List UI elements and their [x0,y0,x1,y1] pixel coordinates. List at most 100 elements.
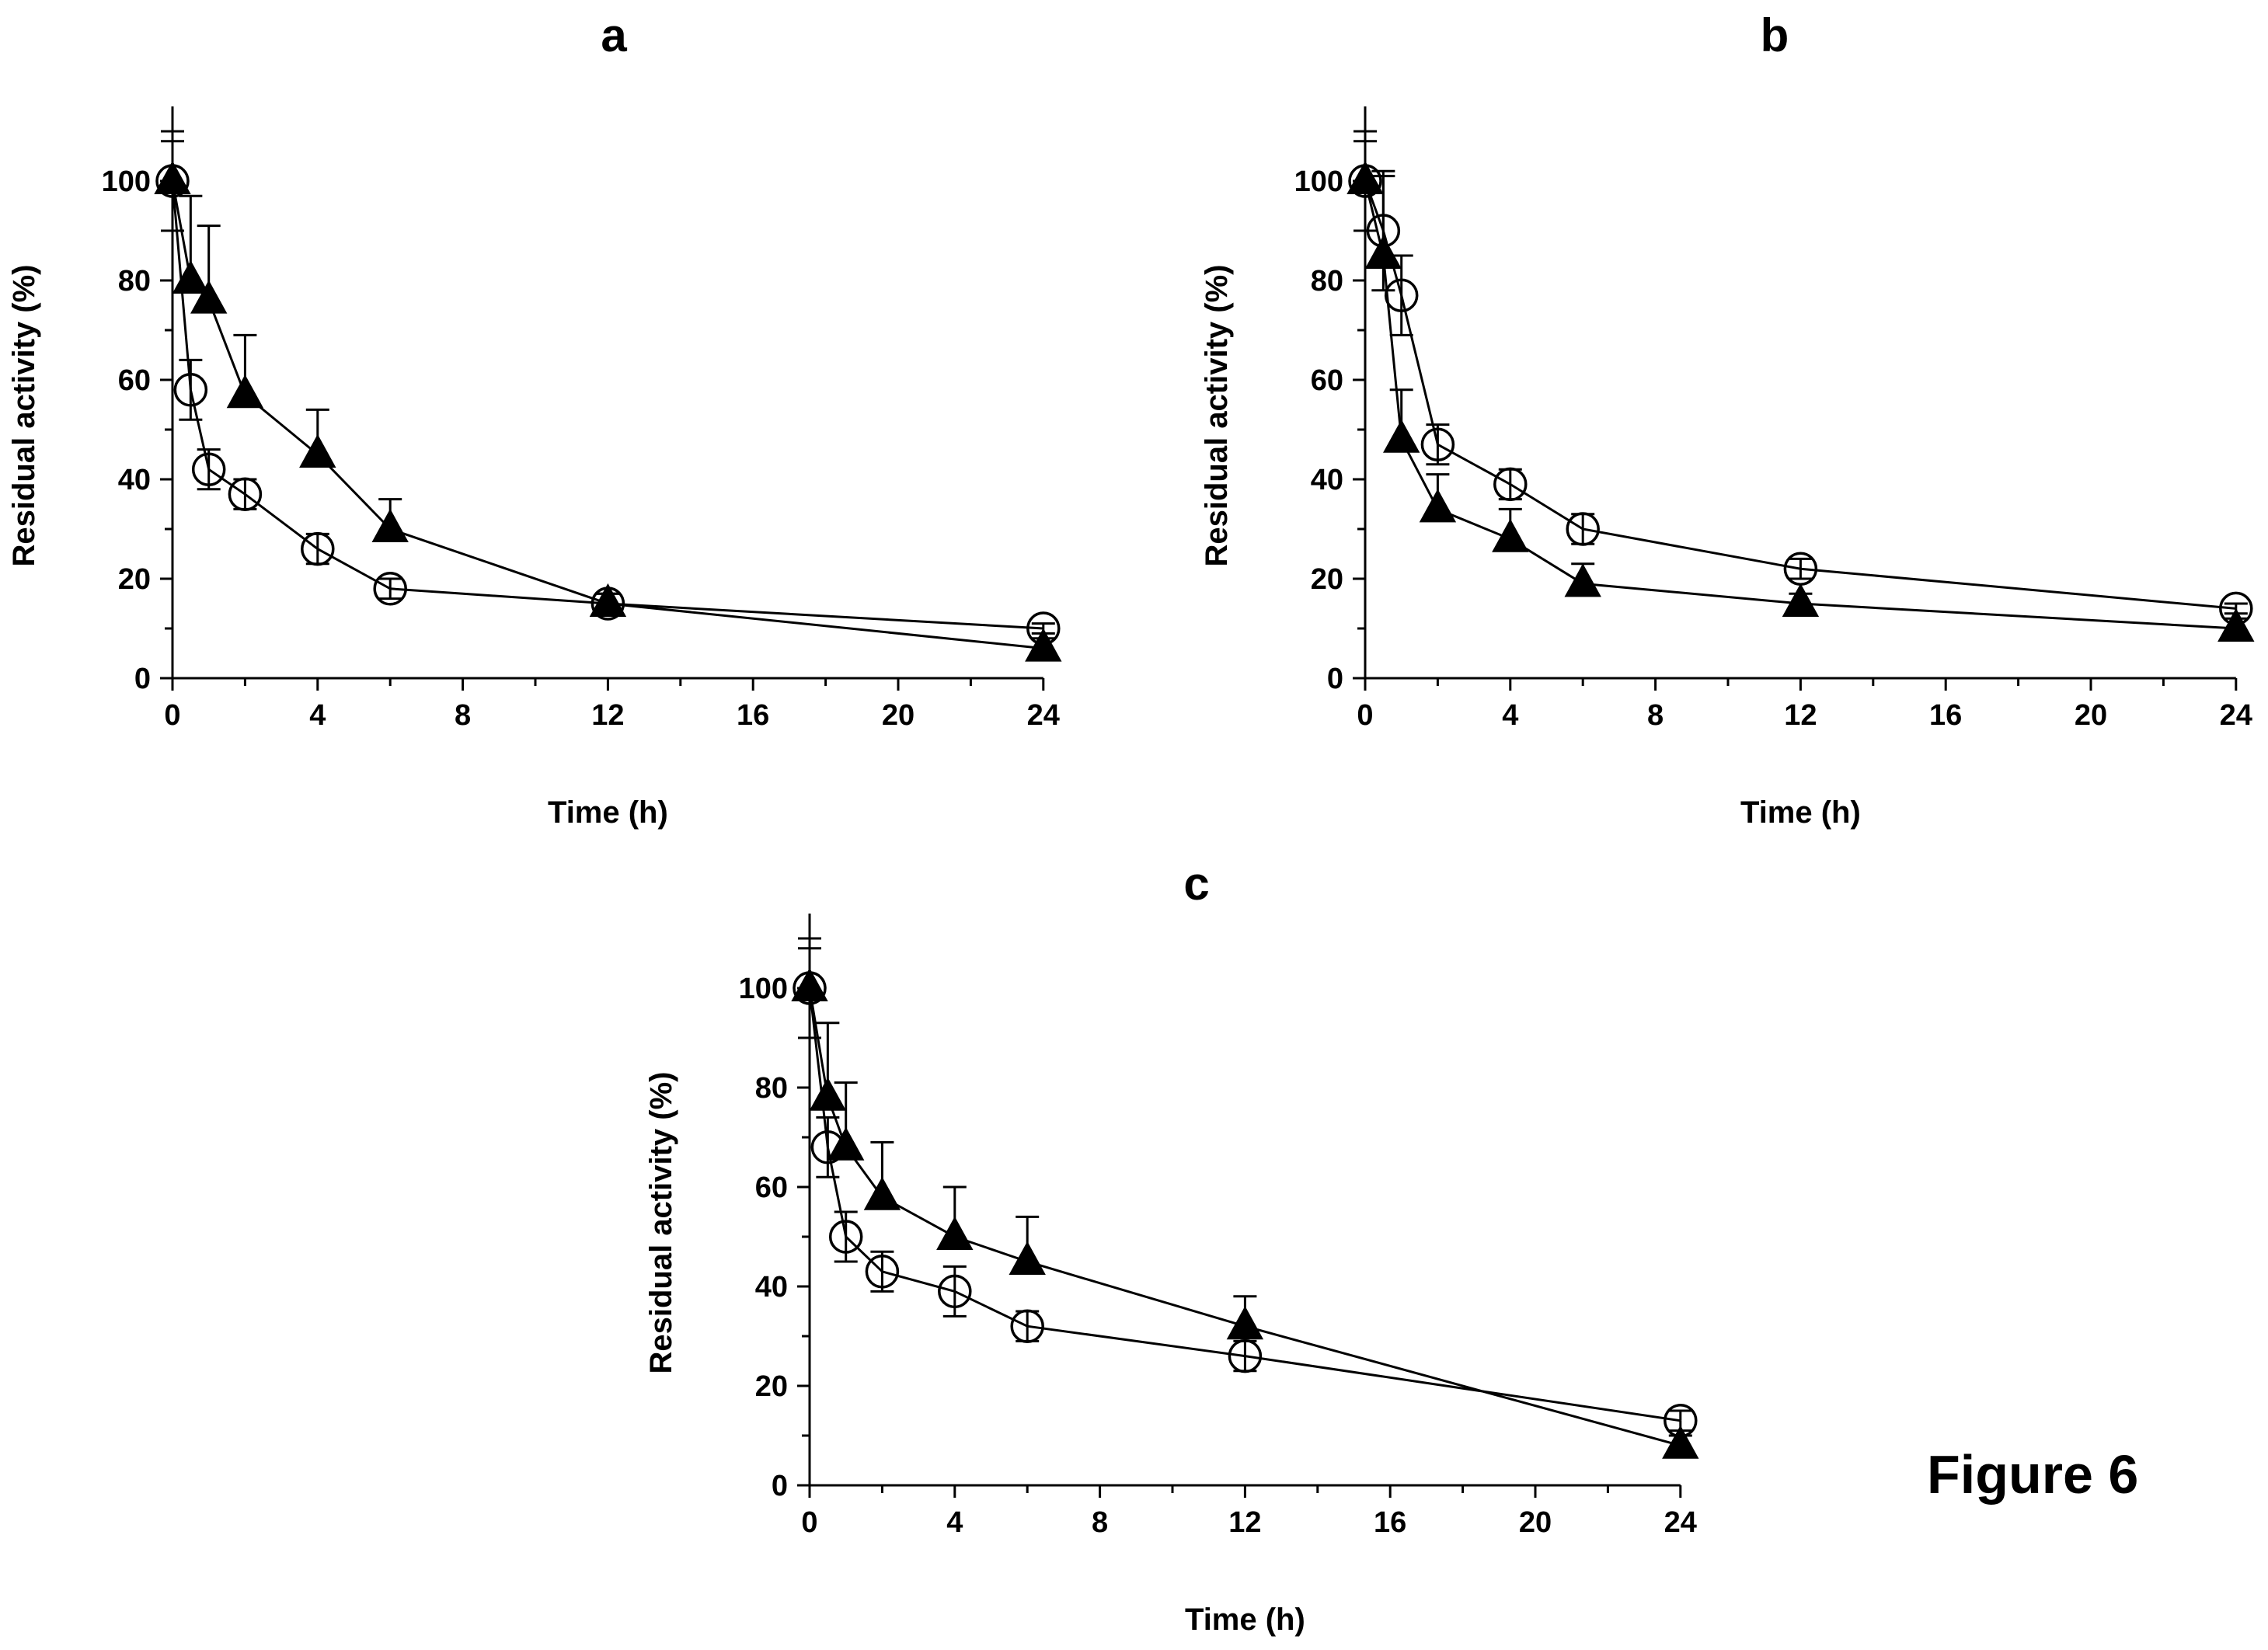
chart-panel-b: b 0 20 40 60 80 100 0 4 8 12 16 20 24 Time (h) Residual… [1200,9,2255,830]
figure-caption: Figure 6 [1927,1444,2138,1505]
y-axis-title: Residual activity (%) [7,264,41,566]
data-point-triangle [1025,628,1062,662]
y-tick-label: 40 [118,464,151,496]
data-point-triangle [1782,583,1820,617]
chart-panel-c: c 0 20 40 60 80 100 0 4 8 12 16 20 24 Time (h) Residual… [644,858,1699,1637]
y-axis-title: Residual activity (%) [644,1071,678,1373]
series-line [171,180,1043,650]
data-point-triangle [1492,518,1529,552]
x-tick-label: 4 [1502,699,1518,732]
x-tick-label: 4 [946,1506,963,1539]
x-tick-label: 20 [1519,1506,1552,1539]
series-filled-triangle [1347,140,2255,642]
series-filled-triangle [791,947,1699,1459]
x-tick-label: 8 [1647,699,1664,732]
panel-letter: c [1183,858,1209,910]
y-tick-label: 20 [1311,563,1343,596]
series-line [1364,180,2236,610]
y-tick-label: 80 [1311,265,1343,298]
y-tick-label: 0 [772,1470,788,1502]
x-tick-label: 20 [2075,699,2107,732]
x-tick-label: 0 [801,1506,817,1539]
series-filled-triangle [154,140,1062,662]
data-point-circle [191,452,226,486]
data-point-circle [938,1274,972,1309]
panel-letter: a [601,9,627,61]
y-tick-label: 60 [118,364,151,397]
x-tick-label: 24 [2220,699,2252,732]
data-point-triangle [809,1077,847,1111]
x-tick-label: 16 [737,699,769,732]
data-point-circle [373,572,407,606]
data-point-circle [1384,278,1419,312]
data-point-triangle [190,280,228,314]
x-tick-label: 0 [1357,699,1373,732]
x-axis-title: Time (h) [548,795,668,830]
y-tick-label: 60 [1311,364,1343,397]
x-axis-title: Time (h) [1740,795,1861,830]
data-point-triangle [226,374,264,409]
data-point-circle [228,477,263,511]
x-tick-label: 24 [1664,1506,1697,1539]
y-tick-label: 80 [118,265,151,298]
data-point-triangle [1347,160,1384,194]
data-point-circle [1420,427,1455,461]
data-point-triangle [1419,489,1457,523]
x-tick-label: 16 [1374,1506,1406,1539]
data-point-triangle [1364,235,1402,269]
data-point-triangle [2217,607,2255,642]
x-tick-label: 16 [1929,699,1962,732]
data-point-triangle [299,433,336,468]
data-point-circle [865,1255,900,1289]
data-point-triangle [589,583,627,617]
y-tick-label: 40 [755,1271,788,1304]
series-line [808,987,1681,1447]
y-tick-label: 0 [1327,663,1343,695]
data-point-circle [1228,1338,1263,1373]
data-point-circle [1010,1309,1044,1343]
data-point-circle [173,373,208,407]
y-axis-title: Residual activity (%) [1200,264,1234,566]
x-tick-label: 4 [309,699,326,732]
y-tick-label: 80 [755,1072,788,1105]
data-point-triangle [863,1176,901,1210]
data-point-triangle [936,1216,974,1250]
x-tick-label: 24 [1027,699,1060,732]
y-tick-label: 20 [118,563,151,596]
panel-letter: b [1761,9,1789,61]
series-open-circle [793,937,1698,1438]
series-line [1364,180,2236,630]
data-point-triangle [154,160,191,194]
y-tick-label: 40 [1311,464,1343,496]
data-point-triangle [791,967,828,1001]
series-open-circle [1348,130,2253,626]
data-point-circle [301,531,335,566]
data-point-triangle [1383,419,1420,453]
y-tick-label: 60 [755,1171,788,1204]
data-point-triangle [1662,1425,1699,1459]
data-point-triangle [172,259,210,294]
x-tick-label: 8 [455,699,471,732]
data-point-circle [828,1220,863,1254]
y-tick-label: 100 [739,973,788,1005]
data-point-circle [1493,467,1528,502]
data-point-triangle [827,1126,865,1161]
series-line [171,180,1043,630]
x-tick-label: 12 [1228,1506,1261,1539]
x-tick-label: 12 [1784,699,1817,732]
y-tick-label: 0 [134,663,151,695]
y-tick-label: 100 [102,165,151,198]
y-tick-label: 20 [755,1370,788,1403]
chart-panel-a: a 0 20 40 60 80 100 0 4 8 12 16 20 24 Time (h) Residual… [7,9,1062,830]
x-axis-title: Time (h) [1185,1603,1305,1637]
series-open-circle [155,130,1061,646]
data-point-triangle [1009,1241,1046,1275]
data-point-circle [1566,512,1600,546]
data-point-triangle [1226,1306,1264,1340]
data-point-triangle [1564,563,1601,597]
x-tick-label: 0 [164,699,180,732]
x-tick-label: 20 [882,699,915,732]
x-tick-label: 8 [1092,1506,1108,1539]
y-tick-label: 100 [1294,165,1343,198]
